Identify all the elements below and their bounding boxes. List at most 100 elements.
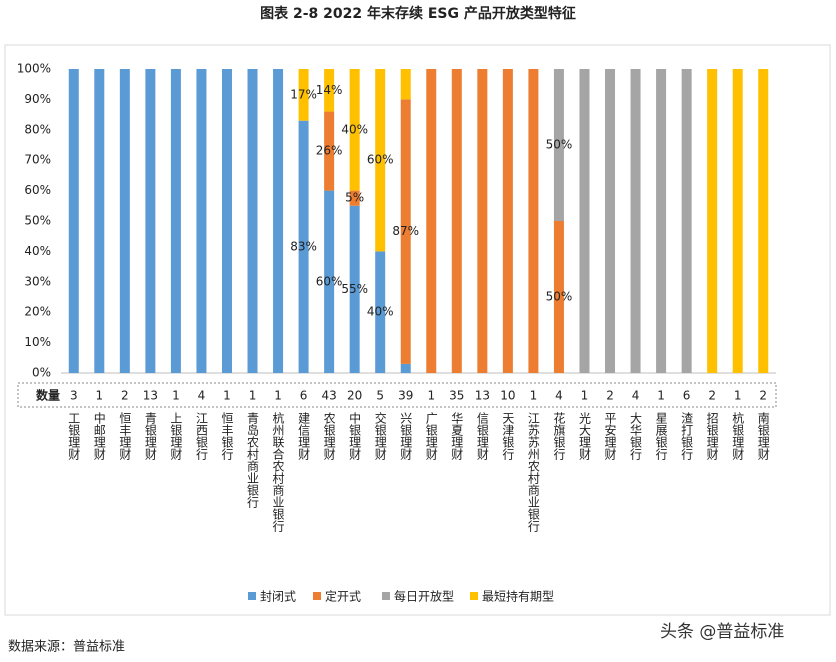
count-value: 2	[759, 389, 767, 403]
y-tick-label: 0%	[32, 366, 51, 380]
x-tick-label: 南银理财	[756, 411, 770, 460]
bar-segment	[349, 205, 360, 373]
x-tick-label: 上银理财	[169, 412, 183, 460]
bar-segment	[579, 69, 590, 373]
bar-segment	[553, 221, 564, 373]
x-tick-label: 兴银理财	[399, 412, 413, 460]
count-value: 2	[708, 389, 716, 403]
data-label: 5%	[345, 191, 364, 205]
y-tick-label: 60%	[24, 183, 51, 197]
bar-segment	[324, 111, 335, 191]
x-tick-label: 光大理财	[577, 412, 591, 460]
bar-segment	[247, 69, 258, 373]
x-tick-label: 华夏理财	[450, 412, 464, 460]
bar-segment	[758, 69, 769, 373]
bar-segment	[732, 69, 743, 373]
count-value: 1	[530, 389, 538, 403]
count-value: 13	[475, 389, 490, 403]
bar-segment	[426, 69, 437, 373]
bar-segment	[119, 69, 130, 373]
x-tick-label: 广银理财	[424, 412, 438, 460]
x-tick-label: 交银理财	[373, 411, 387, 460]
count-value: 1	[274, 389, 282, 403]
count-row-box	[17, 382, 777, 408]
data-label: 50%	[546, 138, 573, 152]
legend-swatch	[470, 592, 478, 600]
count-value: 4	[632, 389, 640, 403]
count-value: 13	[143, 389, 158, 403]
bar-segment	[298, 69, 309, 121]
legend-label: 最短持有期型	[482, 589, 554, 604]
bar-segment	[400, 69, 411, 100]
x-tick-label: 青岛农村商业银行	[246, 412, 260, 508]
y-tick-label: 40%	[24, 244, 51, 258]
y-tick-label: 70%	[24, 153, 51, 167]
count-value: 4	[198, 389, 206, 403]
bar-segment	[451, 69, 462, 373]
bar-segment	[324, 190, 335, 373]
bar-segment	[375, 69, 386, 252]
legend-label: 每日开放型	[394, 589, 454, 604]
bar-segment	[68, 69, 79, 373]
legend-label: 封闭式	[260, 590, 296, 604]
y-tick-label: 30%	[24, 274, 51, 288]
count-value: 1	[249, 389, 257, 403]
x-tick-label: 大华银行	[629, 412, 643, 460]
source: 数据来源：普益标准	[8, 640, 125, 655]
bar-segment	[528, 69, 539, 373]
bar-segment	[707, 69, 718, 373]
data-label: 40%	[341, 122, 368, 136]
chart-border	[4, 44, 831, 616]
bar-segment	[502, 69, 513, 373]
x-tick-label: 建信理财	[297, 412, 311, 460]
y-tick-label: 80%	[24, 122, 51, 136]
data-label: 50%	[546, 290, 573, 304]
bar-segment	[324, 69, 335, 112]
data-label: 55%	[341, 282, 368, 296]
count-value: 1	[427, 389, 435, 403]
count-value: 5	[376, 389, 384, 403]
data-label: 87%	[392, 224, 419, 238]
x-tick-label: 恒丰银行	[220, 412, 234, 460]
x-tick-label: 江苏苏州农村商业银行	[526, 412, 540, 532]
bar-segment	[375, 251, 386, 373]
x-tick-label: 青银理财	[143, 412, 157, 460]
y-tick-label: 50%	[24, 214, 51, 228]
bar-segment	[681, 69, 692, 373]
bar-segment	[553, 69, 564, 221]
legend-swatch	[313, 592, 321, 600]
watermark: 头条 @普益标准	[660, 622, 784, 642]
x-tick-label: 农银理财	[322, 412, 336, 460]
legend-label: 定开式	[325, 589, 361, 604]
x-tick-label: 招银理财	[705, 412, 719, 460]
bar-segment	[349, 69, 360, 191]
legend-swatch	[382, 592, 390, 600]
count-value: 35	[449, 389, 464, 403]
legend-swatch	[248, 592, 256, 600]
x-tick-label: 天津银行	[501, 412, 515, 460]
x-tick-label: 信银理财	[475, 412, 489, 460]
data-label: 60%	[316, 274, 343, 288]
count-value: 4	[555, 389, 563, 403]
count-value: 2	[121, 389, 129, 403]
bar-segment	[400, 99, 411, 364]
bar-segment	[273, 69, 284, 373]
x-tick-label: 中邮理财	[92, 411, 106, 460]
bar-segment	[349, 190, 360, 206]
count-value: 1	[581, 389, 589, 403]
count-label: 数量	[36, 388, 60, 403]
bar-segment	[94, 69, 105, 373]
bar-segment	[656, 69, 667, 373]
y-tick-label: 90%	[24, 92, 51, 106]
count-value: 6	[683, 389, 691, 403]
count-value: 1	[172, 389, 180, 403]
count-value: 43	[321, 389, 336, 403]
bar-segment	[170, 69, 181, 373]
count-value: 2	[606, 389, 614, 403]
bar-segment	[298, 120, 309, 374]
bar-segment	[221, 69, 232, 373]
bar-segment	[145, 69, 156, 373]
count-value: 10	[500, 389, 515, 403]
